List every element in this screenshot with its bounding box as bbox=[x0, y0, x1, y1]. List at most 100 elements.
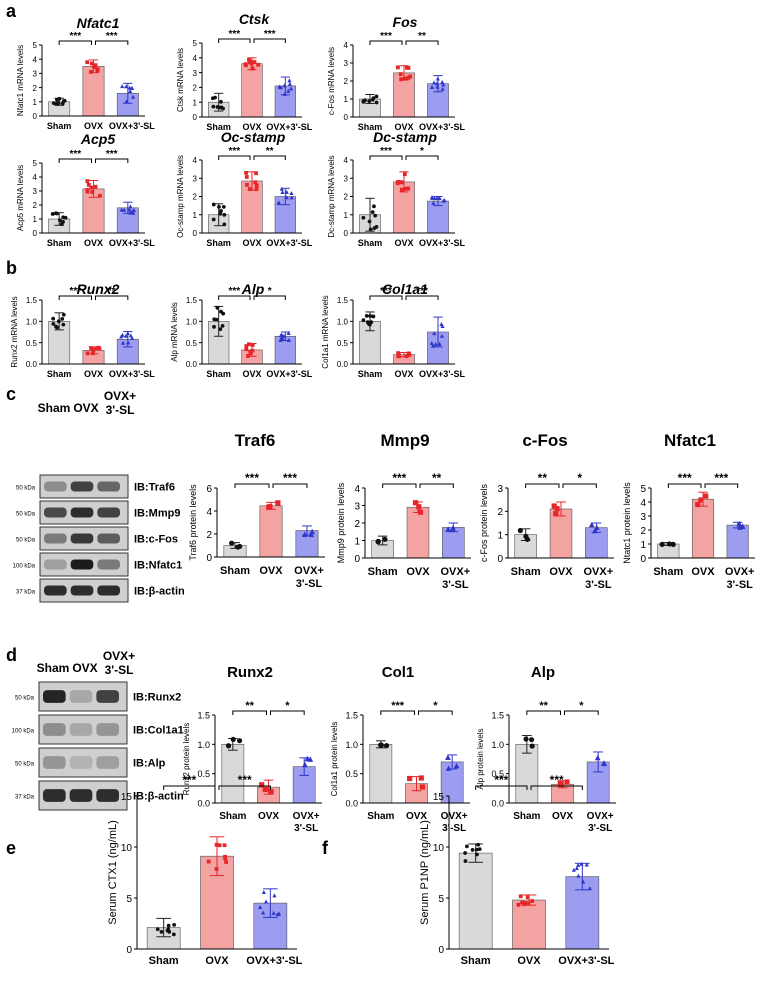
data-point bbox=[51, 316, 56, 321]
significance-bracket bbox=[95, 40, 129, 45]
data-point bbox=[213, 95, 217, 100]
data-point bbox=[404, 354, 409, 359]
data-point bbox=[739, 523, 746, 529]
y-axis-label: c-Fos protein levels bbox=[479, 483, 489, 562]
data-point bbox=[371, 314, 376, 319]
significance-label: *** bbox=[228, 286, 240, 297]
data-point bbox=[266, 504, 272, 510]
y-tick-label: 1.5 bbox=[26, 296, 38, 305]
y-tick-label: 2 bbox=[193, 193, 198, 202]
data-point bbox=[219, 105, 224, 110]
significance-label: ** bbox=[108, 286, 116, 297]
data-point bbox=[372, 204, 376, 209]
data-point bbox=[284, 189, 289, 194]
x-tick-label: Sham bbox=[511, 566, 541, 578]
data-point bbox=[244, 175, 249, 179]
y-axis-label: Acp5 mRNA levels bbox=[16, 165, 25, 231]
blot-header-ovx: OVX bbox=[73, 401, 98, 415]
data-point bbox=[254, 183, 259, 188]
x-tick-label: OVX bbox=[394, 369, 413, 379]
significance-label: *** bbox=[182, 773, 196, 787]
blot-band bbox=[97, 507, 120, 518]
y-tick-label: 1.0 bbox=[337, 317, 349, 326]
data-point bbox=[131, 94, 136, 99]
y-tick-label: 5 bbox=[438, 894, 444, 905]
data-point bbox=[395, 65, 400, 70]
data-point bbox=[130, 209, 135, 214]
data-point bbox=[370, 97, 375, 102]
y-tick-label: 0 bbox=[344, 113, 349, 122]
data-point bbox=[470, 847, 475, 852]
x-tick-label: OVX bbox=[394, 122, 413, 132]
data-point bbox=[51, 322, 56, 326]
y-tick-label: 2 bbox=[344, 193, 349, 202]
data-point bbox=[530, 899, 535, 903]
y-axis-label: Runx2 mRNA levels bbox=[10, 296, 19, 367]
chart-title: c-Fos bbox=[522, 431, 567, 450]
bar-ovx bbox=[512, 899, 546, 950]
chart-title: Mmp9 bbox=[380, 431, 429, 450]
y-tick-label: 4 bbox=[193, 54, 198, 63]
blot-band bbox=[96, 756, 119, 769]
panel-label-a: a bbox=[6, 1, 17, 21]
y-tick-label: 0 bbox=[497, 554, 503, 565]
blot-band bbox=[96, 690, 119, 703]
x-tick-label: 3'-SL bbox=[585, 579, 612, 591]
significance-label: *** bbox=[69, 149, 81, 160]
data-point bbox=[171, 932, 176, 937]
data-point bbox=[128, 210, 133, 215]
data-point bbox=[246, 342, 251, 347]
data-point bbox=[281, 333, 287, 338]
blot-label: IB:Mmp9 bbox=[134, 508, 180, 520]
data-point bbox=[262, 786, 268, 793]
significance-label: *** bbox=[69, 31, 81, 42]
x-tick-label: OVX+3'-SL bbox=[419, 122, 465, 132]
y-tick-label: 2 bbox=[640, 526, 646, 537]
blot-mw: 37 kDa bbox=[15, 795, 35, 801]
blot-mw: 100 kDa bbox=[13, 564, 36, 570]
y-axis-label: Ntatc1 protein levels bbox=[622, 482, 632, 564]
y-tick-label: 5 bbox=[193, 39, 198, 48]
data-point bbox=[214, 842, 219, 847]
data-point bbox=[475, 852, 479, 857]
data-point bbox=[439, 322, 444, 327]
blot-band bbox=[97, 585, 120, 596]
y-tick-label: 0 bbox=[438, 945, 444, 956]
y-tick-label: 3 bbox=[193, 69, 198, 78]
data-point bbox=[225, 743, 232, 749]
bar-sham bbox=[458, 852, 493, 950]
blot-header-sham: Sham bbox=[37, 661, 70, 675]
data-point bbox=[126, 340, 131, 345]
x-tick-label: Sham bbox=[220, 565, 250, 577]
x-tick-label: OVX+ bbox=[584, 566, 614, 578]
data-point bbox=[368, 314, 373, 318]
data-point bbox=[90, 347, 95, 351]
significance-label: *** bbox=[106, 149, 118, 160]
y-tick-label: 2 bbox=[193, 84, 198, 93]
data-point bbox=[222, 212, 227, 217]
data-point bbox=[523, 533, 529, 539]
chart-a5: Oc-stamp 0 1 2 3 4 Oc-stamp mRNA levels Sham OVX… bbox=[176, 129, 313, 248]
data-point bbox=[261, 890, 266, 894]
blot-mw: 37 kDa bbox=[16, 590, 36, 596]
data-point bbox=[254, 171, 258, 176]
significance-bracket bbox=[475, 785, 528, 790]
x-tick-label: Sham bbox=[513, 811, 540, 822]
data-point bbox=[463, 859, 468, 863]
data-point bbox=[404, 186, 409, 191]
data-point bbox=[236, 738, 243, 744]
data-point bbox=[361, 318, 366, 323]
blot-band bbox=[44, 481, 67, 492]
data-point bbox=[98, 193, 102, 198]
significance-label: *** bbox=[494, 773, 508, 787]
chart-title: Alp bbox=[241, 281, 265, 297]
y-tick-label: 2 bbox=[354, 519, 360, 530]
data-point bbox=[286, 331, 291, 336]
significance-label: ** bbox=[266, 146, 274, 157]
blot-strip bbox=[38, 747, 128, 778]
data-point bbox=[383, 743, 390, 749]
data-point bbox=[574, 866, 579, 871]
data-point bbox=[250, 66, 255, 71]
y-tick-label: 0.0 bbox=[345, 799, 358, 809]
data-point bbox=[53, 211, 58, 216]
